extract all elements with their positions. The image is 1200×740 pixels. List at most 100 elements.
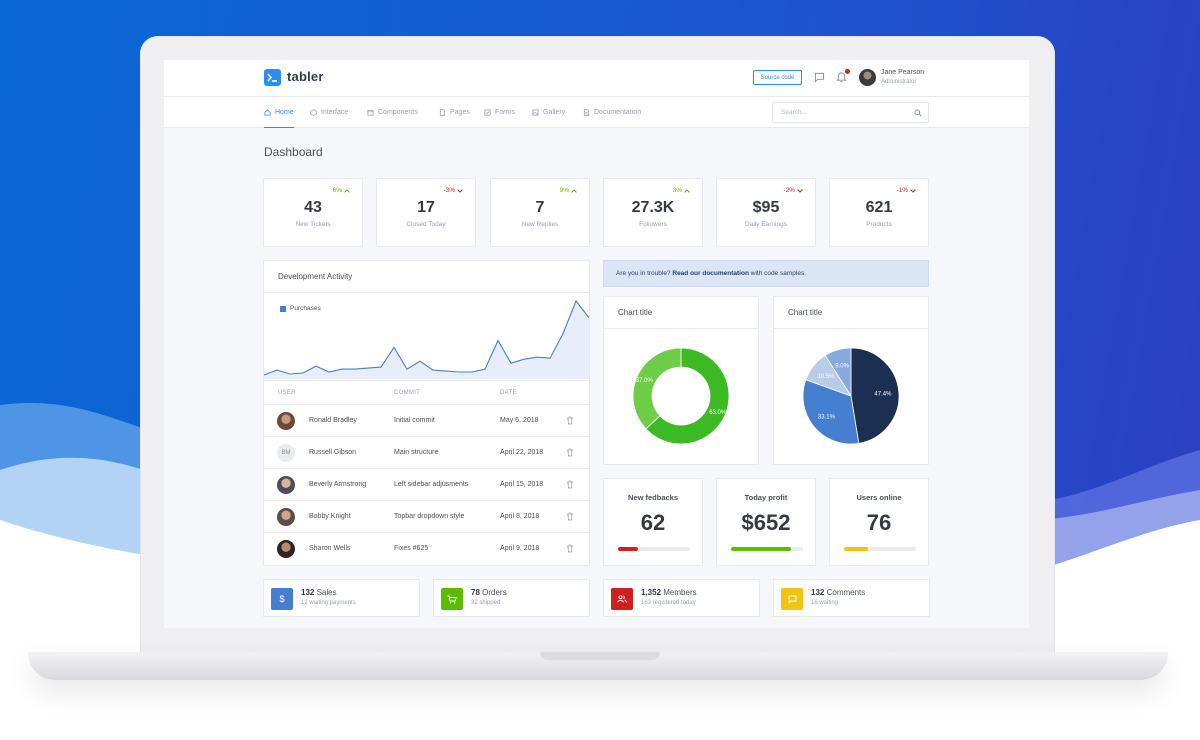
stat-card-closed: -3% 17 Closed Today (376, 178, 476, 247)
chevron-down-icon (457, 188, 463, 193)
chart-slice[interactable] (824, 347, 852, 398)
kpi-card-users-online: Users online 76 (829, 478, 929, 566)
commit-message: Fixes #625 (394, 545, 429, 552)
trash-icon[interactable] (566, 512, 574, 521)
trash-icon[interactable] (566, 448, 574, 457)
small-card-sales: $ 132 Sales 12 waiting payments (263, 579, 420, 617)
column-header-user[interactable]: USER (278, 390, 296, 396)
search-input[interactable]: Search... (772, 102, 929, 123)
stat-label: Closed Today (406, 221, 446, 228)
avatar (277, 412, 295, 430)
slice-label: 63.0% (709, 410, 727, 416)
kpi-label: Today profit (744, 493, 788, 502)
alert-text: Are you in trouble? (616, 270, 671, 277)
tab-forms[interactable]: Forms (484, 97, 515, 128)
stat-value: 27.3K (631, 199, 675, 216)
user-role: Administrator (881, 79, 917, 85)
kpi-card-feedbacks: New fedbacks 62 (603, 478, 703, 566)
trash-icon[interactable] (566, 480, 574, 489)
home-icon (264, 108, 271, 116)
source-code-button[interactable]: Source code (753, 70, 802, 85)
pie-chart-card: Chart title 47.4% 33.1% 10.5% 9.0% (773, 296, 929, 465)
trash-icon[interactable] (566, 544, 574, 553)
pie-chart: 47.4% 33.1% 10.5%9.0% (802, 347, 900, 445)
table-header: USER COMMIT DATE (264, 380, 589, 404)
logo-text[interactable]: tabler (287, 69, 324, 84)
file-text-icon (583, 109, 590, 116)
tab-documentation[interactable]: Documentation (583, 97, 641, 128)
column-header-date[interactable]: DATE (500, 390, 517, 396)
kpi-value: 76 (866, 510, 892, 535)
tab-label: Components (378, 109, 418, 116)
small-stat-sub: 12 waiting payments (301, 600, 356, 606)
image-icon (532, 109, 539, 116)
chart-slice[interactable] (645, 347, 730, 445)
card-title: Chart title (788, 308, 823, 317)
stat-label: New Tickets (295, 221, 331, 228)
small-stat-value: 1,352 (641, 588, 662, 597)
user-name: Sharon Wells (309, 545, 351, 552)
kpi-value: $652 (741, 510, 791, 535)
small-stat-sub: 16 waiting (811, 600, 839, 606)
slice-label: 9.0% (835, 363, 849, 369)
small-stat-value: 78 (471, 588, 480, 597)
table-row[interactable]: Ronald Bradley Initial commit May 6, 201… (264, 404, 589, 436)
small-stat-label: Comments (826, 588, 866, 597)
user-name[interactable]: Jane Pearson (881, 69, 925, 76)
stat-card-earnings: -2% $95 Daily Earnings (716, 178, 816, 247)
divider (774, 328, 928, 329)
commit-message: Left sidebar adjusments (394, 481, 469, 488)
delta-value: 6% (332, 187, 342, 194)
chevron-up-icon (684, 188, 690, 193)
table-row[interactable]: BM Russell Gibson Main structure April 2… (264, 436, 589, 468)
user-name: Bobby Knight (309, 513, 351, 520)
tab-home[interactable]: Home (264, 97, 294, 128)
small-stat-label: Members (663, 588, 697, 597)
tab-pages[interactable]: Pages (439, 97, 470, 128)
calendar-icon (367, 109, 374, 116)
tab-label: Gallery (543, 109, 566, 116)
table-row[interactable]: Sharon Wells Fixes #625 April 9, 2018 (264, 532, 589, 564)
commit-message: Topbar dropdown style (394, 513, 465, 520)
progress-bar (844, 547, 916, 551)
tab-components[interactable]: Components (367, 97, 418, 128)
avatar (277, 508, 295, 526)
delta-value: 3% (672, 187, 682, 194)
small-card-comments: 132 Comments 16 waiting (773, 579, 930, 617)
development-activity-card: Development Activity Purchases USER COMM… (263, 260, 590, 566)
purchases-area-chart (264, 299, 589, 379)
small-stat: 132 Sales (301, 588, 337, 597)
chevron-down-icon (910, 188, 916, 193)
commit-date: April 22, 2018 (500, 449, 544, 456)
stat-value: 7 (535, 199, 545, 216)
kpi-value: 62 (640, 510, 666, 535)
trash-icon[interactable] (566, 416, 574, 425)
commit-message: Main structure (394, 449, 439, 456)
small-stat-sub: 32 shipped (471, 600, 501, 606)
chevron-up-icon (571, 188, 577, 193)
chart-slice[interactable] (850, 347, 900, 444)
search-icon[interactable] (914, 109, 922, 117)
progress-bar (618, 547, 690, 551)
tab-label: Forms (495, 109, 515, 116)
column-header-commit[interactable]: COMMIT (394, 390, 421, 396)
stat-delta: -2% (783, 187, 803, 194)
chart-slice[interactable] (632, 347, 682, 430)
help-alert: Are you in trouble? Read our documentati… (603, 260, 929, 287)
small-stat-label: Sales (316, 588, 337, 597)
table-row[interactable]: Beverly Armstrong Left sidebar adjusment… (264, 468, 589, 500)
tab-interface[interactable]: Interface (310, 97, 348, 128)
tab-gallery[interactable]: Gallery (532, 97, 565, 128)
stat-label: Daily Earnings (745, 221, 787, 228)
message-icon[interactable] (814, 72, 825, 83)
table-row[interactable]: Bobby Knight Topbar dropdown style April… (264, 500, 589, 532)
tab-label: Documentation (594, 109, 642, 116)
logo-icon[interactable] (264, 69, 281, 86)
user-name: Russell Gibson (309, 449, 357, 456)
commit-date: May 6, 2018 (500, 417, 539, 424)
bell-icon[interactable] (836, 71, 847, 83)
chart-slice[interactable] (802, 379, 860, 445)
avatar[interactable] (859, 69, 876, 86)
alert-text: with code samples. (750, 270, 807, 277)
documentation-link[interactable]: Read our documentation (672, 270, 749, 277)
